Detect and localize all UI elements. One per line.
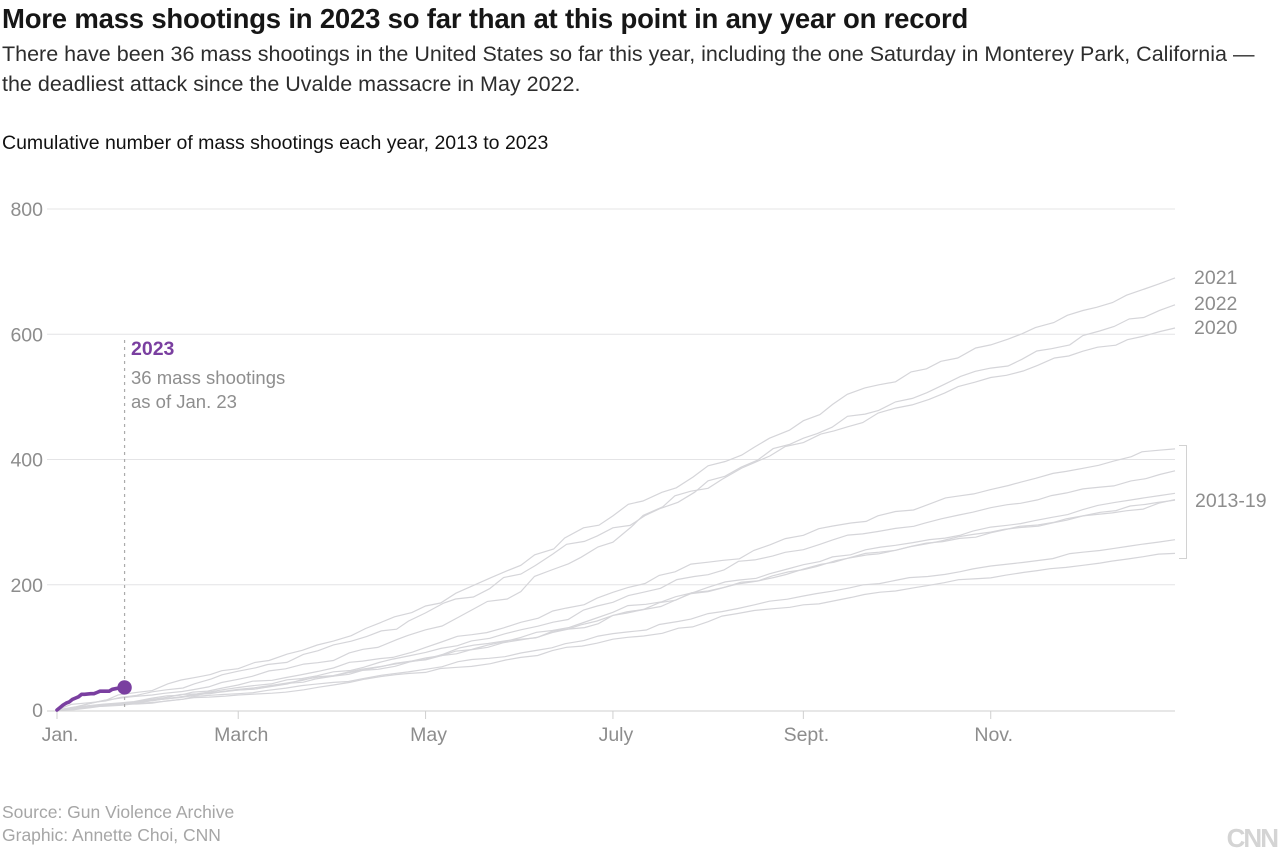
- credit-line: Graphic: Annette Choi, CNN: [2, 824, 221, 845]
- series-line-2016: [56, 470, 1176, 711]
- page-title: More mass shootings in 2023 so far than …: [2, 3, 969, 34]
- series-line-2021: [56, 277, 1176, 711]
- series-line-2015: [56, 499, 1176, 711]
- series-label-2022: 2022: [1194, 293, 1238, 315]
- series-line-2014: [56, 539, 1176, 711]
- series-label-2021: 2021: [1194, 267, 1238, 289]
- series-line-2019: [56, 448, 1176, 711]
- x-tick-label-March: March: [214, 724, 268, 746]
- y-tick-label-400: 400: [10, 450, 43, 472]
- series-line-2017: [56, 492, 1176, 711]
- annotation-line1: 36 mass shootings: [131, 367, 286, 388]
- group-label-2013-19: 2013-19: [1195, 490, 1267, 512]
- y-tick-label-600: 600: [10, 324, 43, 346]
- annotation-line2: as of Jan. 23: [131, 391, 237, 412]
- x-tick-label-May: May: [410, 724, 447, 746]
- annotation-2023: 2023 36 mass shootings as of Jan. 23: [131, 338, 285, 414]
- y-tick-label-200: 200: [10, 575, 43, 597]
- annotation-year: 2023: [131, 338, 175, 360]
- page-subtitle: There have been 36 mass shootings in the…: [2, 42, 1255, 96]
- series-line-2013: [56, 552, 1176, 711]
- data-point-2023-end: [117, 680, 132, 695]
- x-tick-label-Nov.: Nov.: [974, 724, 1013, 746]
- y-tick-label-800: 800: [10, 199, 43, 221]
- source-block: Source: Gun Violence Archive Graphic: An…: [2, 801, 234, 846]
- source-line: Source: Gun Violence Archive: [2, 802, 235, 822]
- bracket-2013-19: [1179, 445, 1187, 559]
- x-tick-label-Sept.: Sept.: [784, 724, 830, 746]
- series-line-2020: [56, 327, 1176, 711]
- cnn-logo: CNN: [1226, 823, 1279, 853]
- x-tick-label-Jan.: Jan.: [42, 724, 79, 746]
- series-label-2020: 2020: [1194, 317, 1238, 339]
- series-line-2023: [55, 685, 127, 712]
- chart-section-label: Cumulative number of mass shootings each…: [2, 132, 549, 154]
- x-tick-label-July: July: [599, 724, 634, 746]
- series-line-2022: [56, 304, 1176, 711]
- series-line-2018: [56, 499, 1176, 711]
- y-tick-label-0: 0: [32, 700, 43, 722]
